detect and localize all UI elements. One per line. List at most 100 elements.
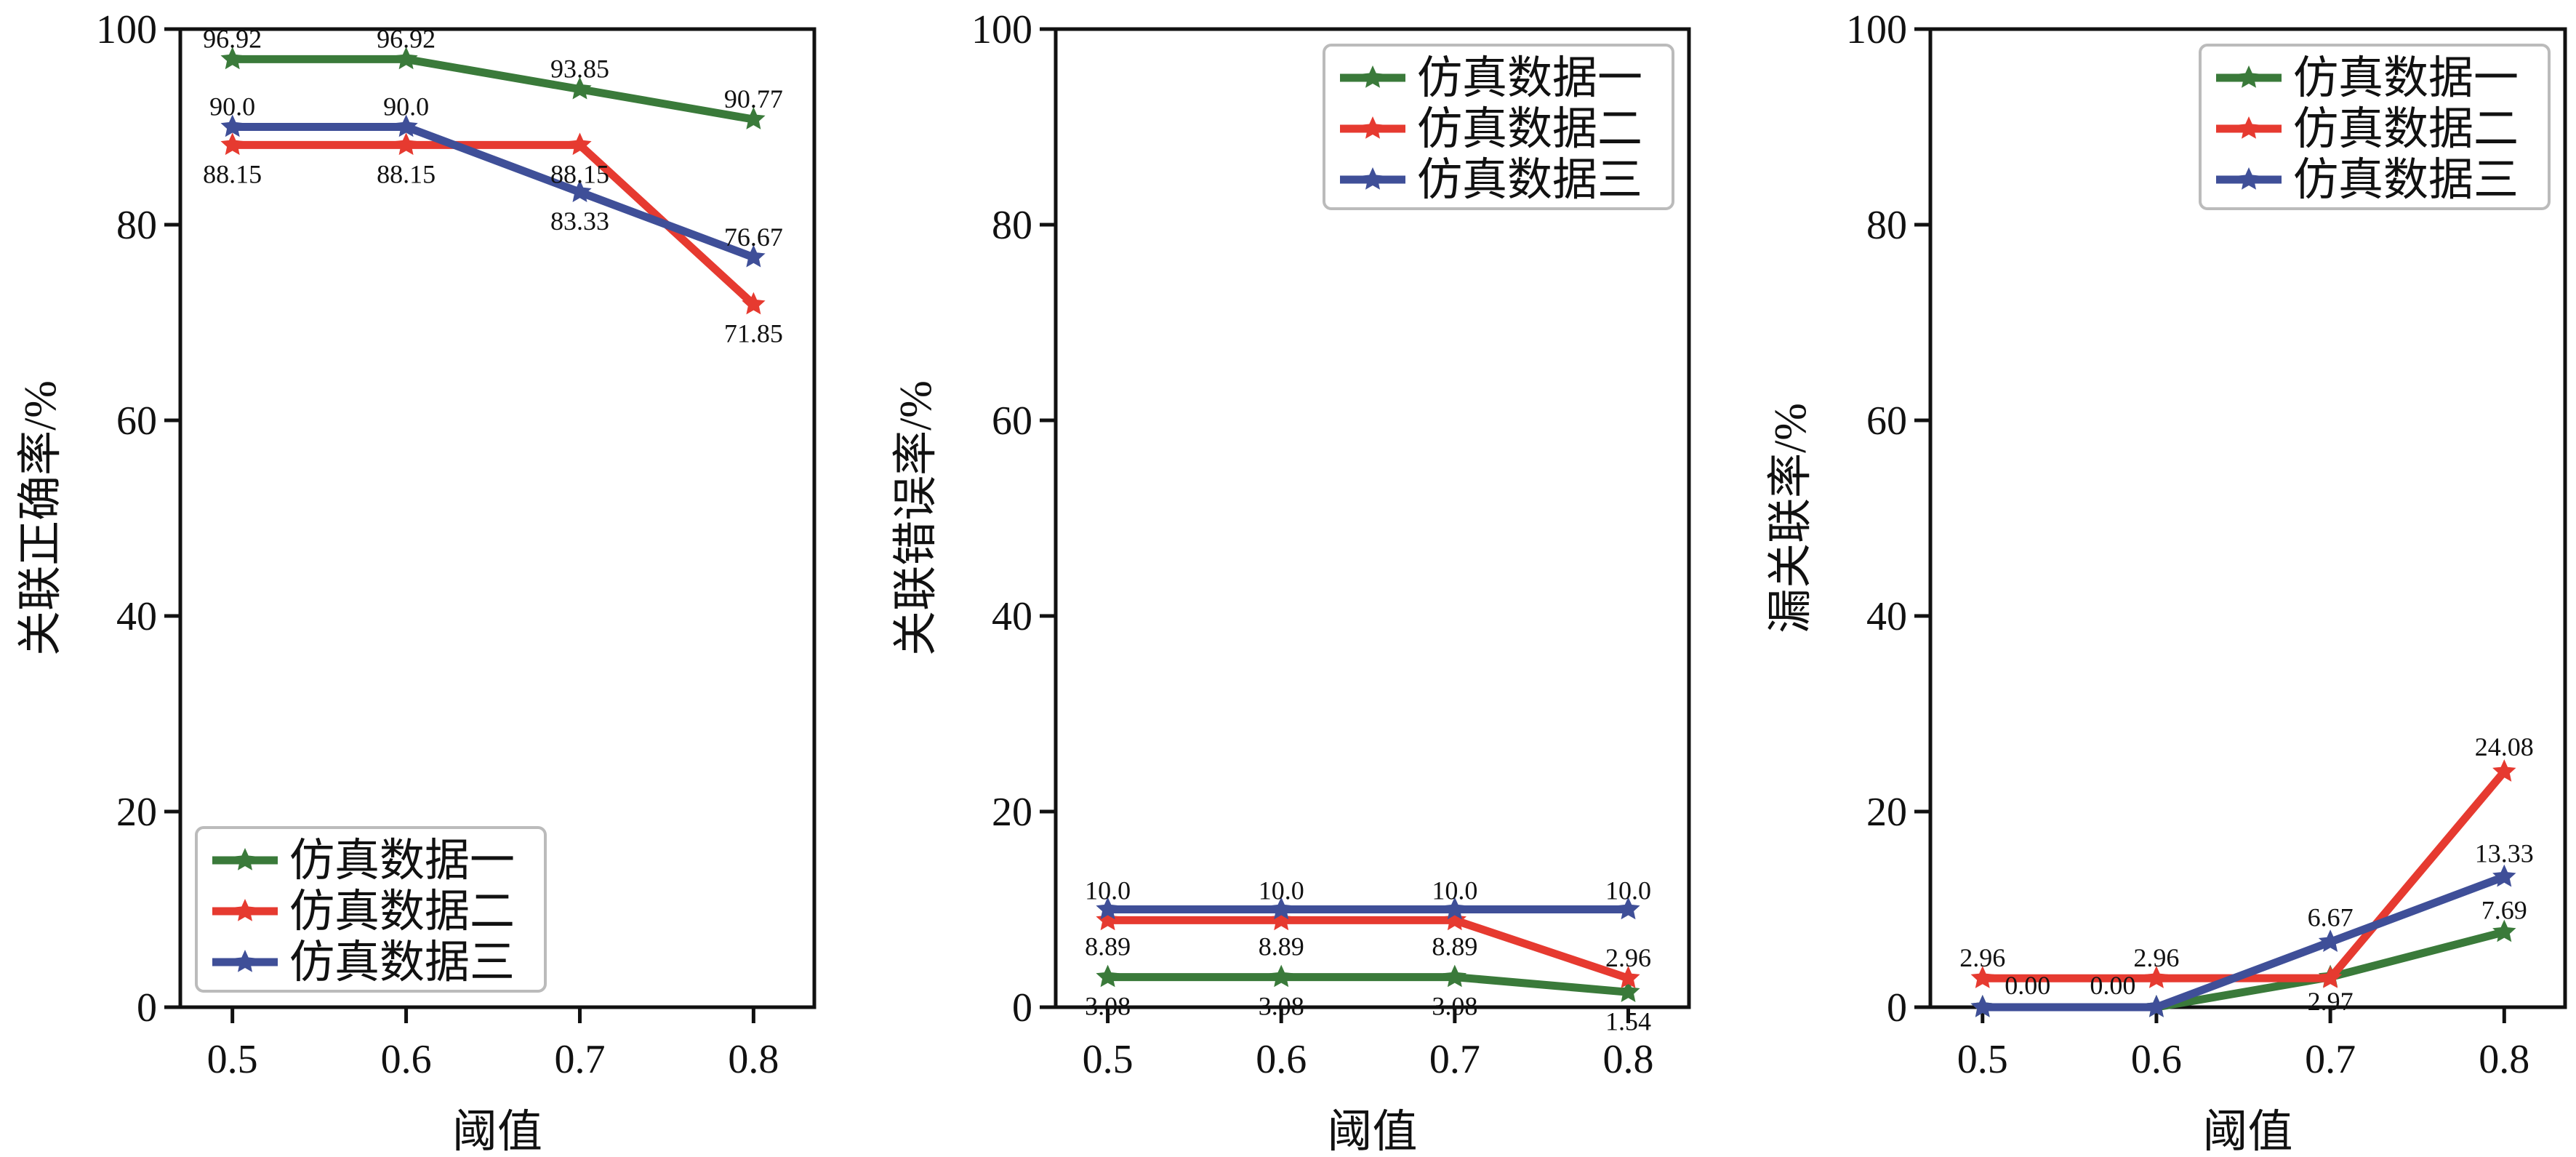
data-label: 2.96	[1959, 943, 2005, 972]
y-tick-label: 20	[992, 790, 1032, 835]
data-point	[742, 107, 766, 129]
legend-marker	[233, 899, 257, 921]
x-tick-label: 0.5	[1957, 1037, 2008, 1082]
data-label: 90.0	[383, 92, 429, 121]
y-tick-label: 40	[992, 594, 1032, 639]
data-point	[1616, 897, 1640, 920]
legend-box	[2199, 44, 2551, 210]
data-point	[1269, 908, 1293, 931]
data-label: 96.92	[203, 24, 262, 53]
legend-label: 仿真数据二	[1417, 105, 1642, 154]
y-tick-label: 20	[1866, 790, 1907, 835]
legend-marker	[2236, 167, 2261, 190]
data-point	[1970, 966, 1994, 988]
legend-label: 仿真数据一	[1417, 54, 1642, 103]
plot-frame	[1054, 27, 1691, 1009]
legend-label: 仿真数据三	[289, 938, 515, 988]
data-label: 0.00	[2090, 971, 2135, 1000]
data-label: 10.0	[1432, 876, 1477, 905]
data-label: 3.08	[1432, 992, 1477, 1021]
x-axis-title: 阈值	[452, 1108, 542, 1157]
x-tick-label: 0.8	[728, 1037, 779, 1082]
data-label: 2.96	[1605, 943, 1651, 972]
series-line	[1107, 973, 1629, 996]
data-label: 3.08	[1259, 992, 1304, 1021]
y-tick-label: 80	[116, 203, 157, 248]
data-label: 1.54	[1605, 1006, 1651, 1036]
chart-panel-2: 0 20 40 60 80 100 0.5 0.6 0.7 0.8 阈值 关联错误率/% 3.08 3.0…	[891, 7, 1691, 1157]
y-tick-label: 0	[1012, 985, 1032, 1030]
legend-box	[195, 826, 547, 993]
data-point	[1443, 908, 1466, 931]
y-tick-label: 100	[96, 7, 157, 52]
data-label: 88.15	[203, 159, 262, 188]
series-line	[232, 123, 755, 261]
series-3	[1970, 864, 2516, 1017]
data-label: 93.85	[550, 55, 609, 84]
legend-label: 仿真数据二	[2293, 105, 2519, 154]
legend-marker	[2236, 116, 2261, 139]
data-point	[2144, 966, 2169, 988]
data-label: 8.89	[1085, 932, 1131, 961]
data-point	[2492, 759, 2516, 782]
data-point	[568, 132, 592, 156]
y-tick-label: 40	[116, 594, 157, 639]
data-point	[2492, 864, 2516, 887]
legend-label: 仿真数据三	[2293, 156, 2519, 205]
y-axis-title: 关联错误率/%	[891, 380, 941, 656]
legend-label: 仿真数据三	[1417, 156, 1642, 205]
data-label: 88.15	[377, 159, 436, 188]
data-point	[568, 180, 592, 202]
data-point	[1443, 964, 1466, 988]
data-label: 10.0	[1605, 876, 1651, 905]
data-label: 2.96	[2133, 943, 2179, 972]
data-point	[568, 76, 592, 100]
x-tick-label: 0.7	[2305, 1037, 2356, 1082]
x-axis-title: 阈值	[1327, 1108, 1417, 1157]
data-label: 6.67	[2308, 902, 2354, 932]
data-label: 10.0	[1085, 876, 1131, 905]
data-label: 8.89	[1432, 932, 1477, 961]
y-tick-label: 80	[1866, 203, 1907, 248]
y-tick-label: 20	[116, 790, 157, 835]
y-axis-title: 关联正确率/%	[16, 380, 65, 656]
data-point	[1970, 995, 1994, 1017]
data-label: 83.33	[550, 207, 609, 236]
legend-marker	[2236, 65, 2261, 88]
chart-panel-3: 0 20 40 60 80 100 0.5 0.6 0.7 0.8 阈值 漏关联率/% 7.69 2.96…	[1766, 7, 2567, 1157]
data-point	[2318, 966, 2343, 988]
series-3	[1096, 897, 1640, 920]
y-tick-label: 40	[1866, 594, 1907, 639]
data-point	[1443, 897, 1466, 920]
x-tick-label: 0.6	[2131, 1037, 2182, 1082]
data-point	[2144, 995, 2169, 1017]
series-1	[1096, 964, 1640, 1002]
data-point	[1096, 908, 1120, 931]
y-tick-label: 60	[992, 399, 1032, 444]
data-label: 10.0	[1259, 876, 1304, 905]
series-line	[1982, 769, 2508, 982]
x-tick-label: 0.8	[2479, 1037, 2529, 1082]
y-tick-label: 80	[992, 203, 1032, 248]
data-point	[220, 47, 244, 70]
data-point	[1096, 964, 1120, 988]
y-tick-label: 100	[1846, 7, 1907, 52]
x-axis-title: 阈值	[2202, 1108, 2292, 1157]
series-3	[220, 114, 766, 268]
x-tick-label: 0.5	[1083, 1037, 1133, 1082]
y-tick-label: 0	[1887, 985, 1907, 1030]
data-point	[220, 132, 244, 156]
data-label: 88.15	[550, 159, 609, 188]
data-point	[1616, 980, 1640, 1002]
data-label: 96.92	[377, 24, 436, 53]
plot-frame	[178, 27, 816, 1009]
data-label: 7.69	[2481, 896, 2527, 925]
data-label: 76.67	[724, 223, 783, 252]
legend-box	[1323, 44, 1674, 210]
chart-panel-1: 0 20 40 60 80 100 0.5 0.6 0.7 0.8 阈值 关联正确率/% 96.92 96…	[16, 7, 816, 1157]
data-point	[394, 132, 418, 156]
data-label: 24.08	[2475, 732, 2534, 761]
x-tick-label: 0.6	[1256, 1037, 1307, 1082]
